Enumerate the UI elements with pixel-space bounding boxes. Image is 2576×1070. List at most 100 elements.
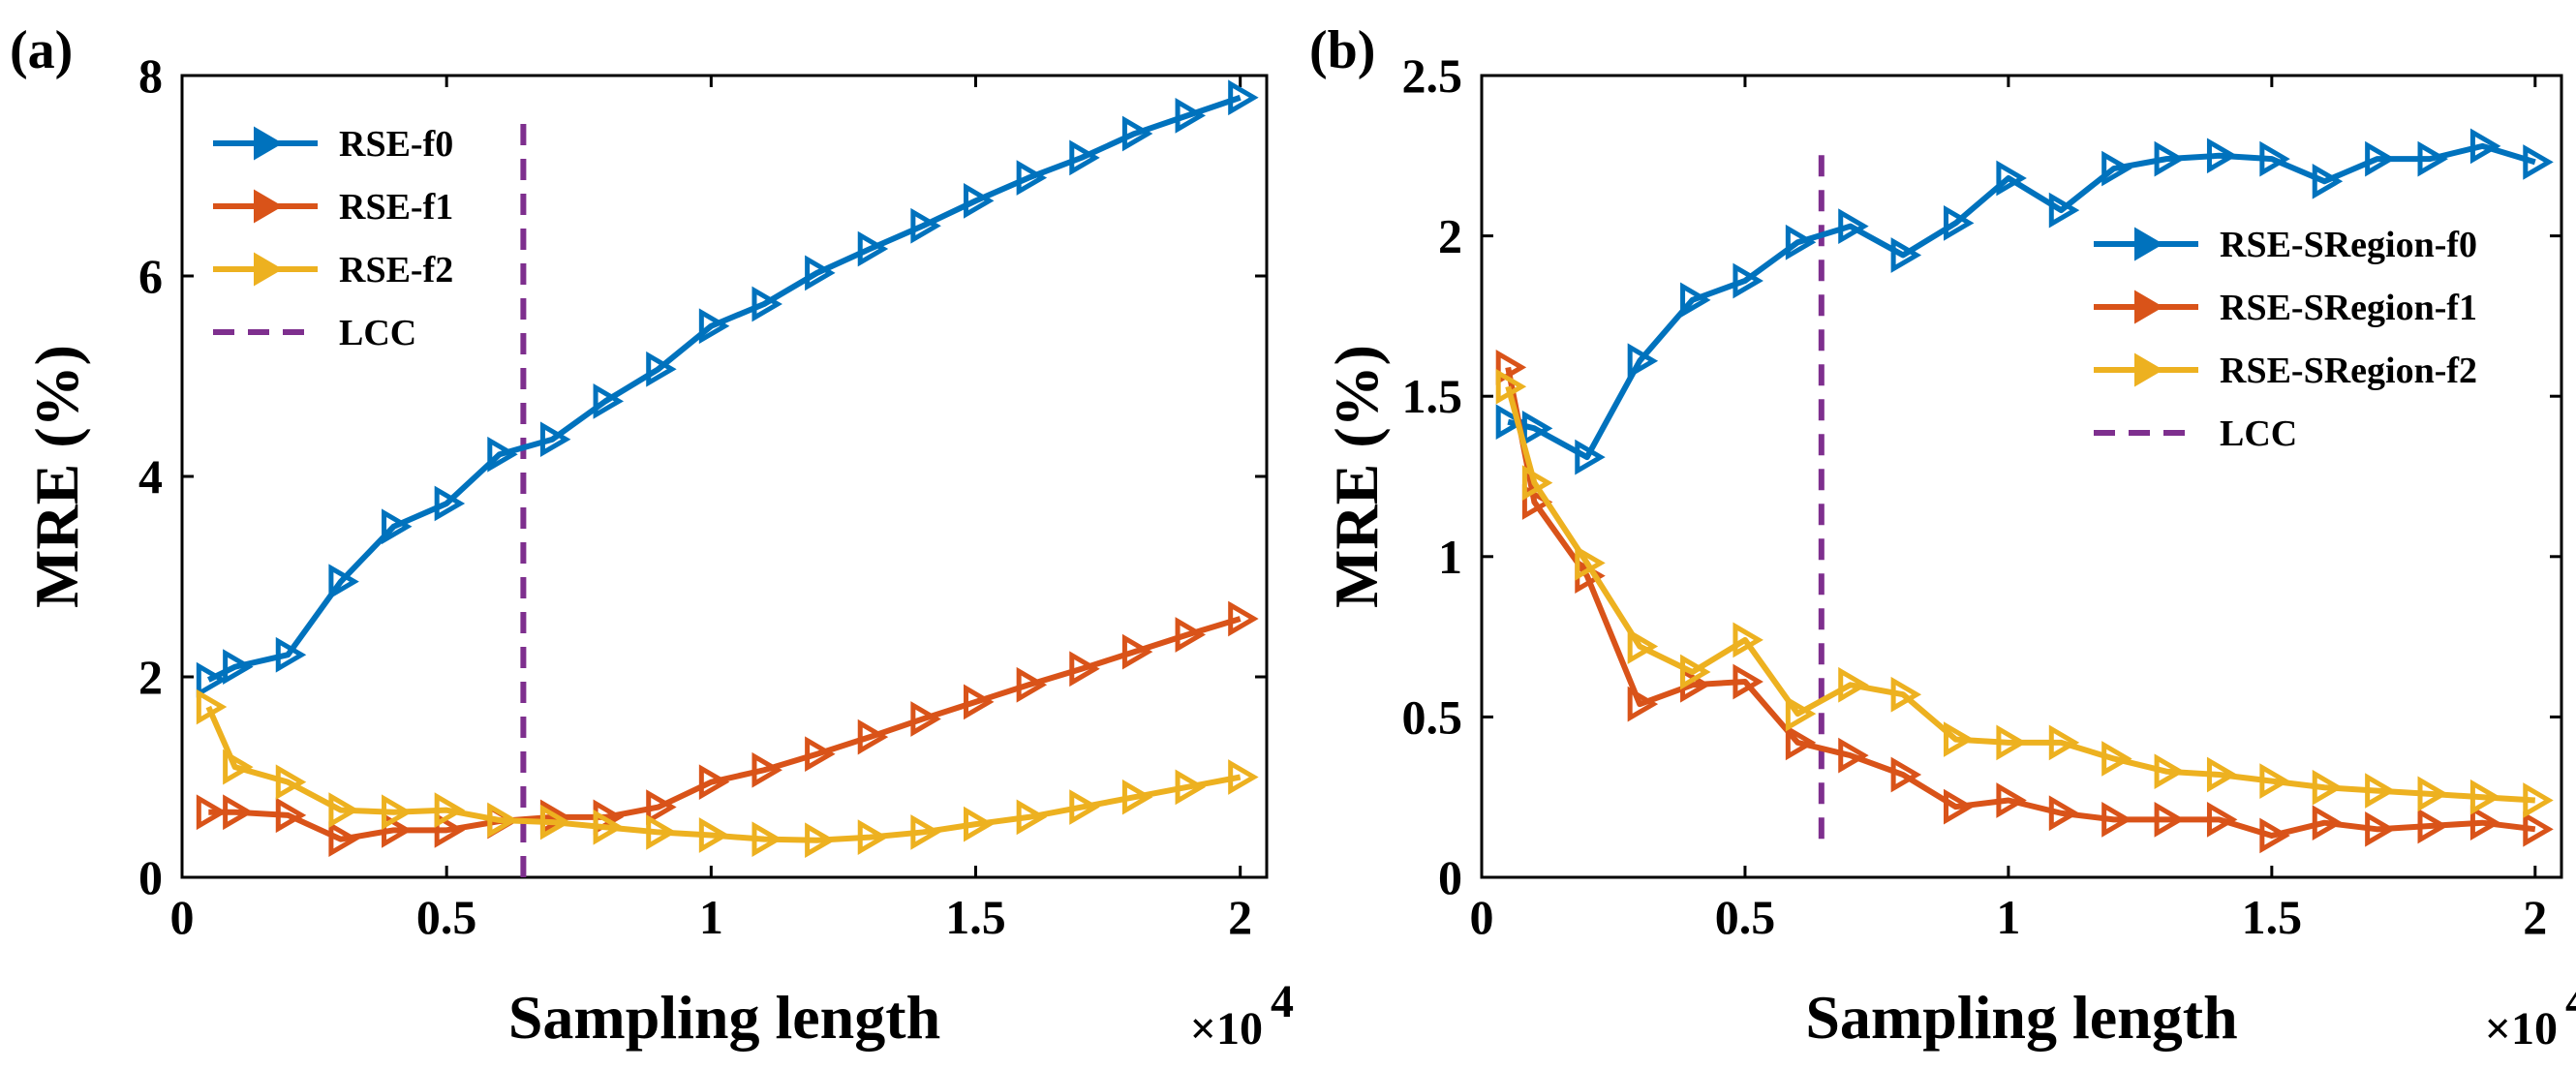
data-point-RSE-SRegion-f2 xyxy=(1575,545,1606,581)
data-point-RSE-f1 xyxy=(1175,617,1207,653)
data-point-RSE-SRegion-f0 xyxy=(2417,140,2448,177)
data-point-RSE-f2 xyxy=(751,821,782,858)
data-point-RSE-SRegion-f1 xyxy=(1495,350,1527,385)
y-tick-label-b: 2.5 xyxy=(1402,48,1463,103)
data-point-RSE-SRegion-f0 xyxy=(1838,208,1869,245)
data-point-RSE-f0 xyxy=(1175,98,1207,134)
data-point-RSE-f2 xyxy=(275,764,307,801)
data-point-RSE-f2 xyxy=(487,802,518,839)
data-point-RSE-f0 xyxy=(698,308,730,345)
legend-marker-RSE-SRegion-f2 xyxy=(2134,352,2163,387)
legend-text-RSE-SRegion-f0: RSE-SRegion-f0 xyxy=(2220,225,2477,265)
data-point-RSE-SRegion-f2 xyxy=(2206,756,2238,793)
data-point-RSE-SRegion-f2 xyxy=(1838,666,1869,703)
data-point-RSE-SRegion-f0 xyxy=(2469,128,2501,165)
data-point-RSE-SRegion-f1 xyxy=(2206,802,2238,838)
data-point-RSE-SRegion-f1 xyxy=(1890,756,1922,793)
y-axis-label-b: MRE (%) xyxy=(1322,345,1391,608)
x-axis-label-b: Sampling length xyxy=(1805,983,2237,1052)
data-point-RSE-SRegion-f2 xyxy=(2469,779,2501,815)
data-point-RSE-SRegion-f1 xyxy=(2259,817,2290,854)
data-point-RSE-f0 xyxy=(223,649,254,686)
x-tick-label-b: 0 xyxy=(1470,890,1494,944)
data-point-RSE-f0 xyxy=(593,383,625,419)
data-point-RSE-f2 xyxy=(1175,769,1207,806)
data-point-RSE-SRegion-f2 xyxy=(2101,741,2132,777)
x-axis-label-a: Sampling length xyxy=(508,983,940,1052)
data-point-RSE-SRegion-f1 xyxy=(1996,782,2027,818)
legend-text-RSE-f2: RSE-f2 xyxy=(339,250,453,290)
panel-b-label: (b) xyxy=(1309,20,1375,80)
data-point-RSE-f1 xyxy=(646,789,677,825)
legend-text-RSE-SRegion-f2: RSE-SRegion-f2 xyxy=(2220,351,2477,391)
data-point-RSE-f1 xyxy=(328,821,359,858)
x-tick-label-a: 0.5 xyxy=(416,890,477,944)
x-multiplier-b: ×10 xyxy=(2485,1003,2558,1055)
data-point-RSE-SRegion-f2 xyxy=(1890,676,1922,713)
data-point-RSE-f0 xyxy=(434,485,466,522)
data-point-RSE-SRegion-f1 xyxy=(1785,724,1817,761)
y-axis-label-a: MRE (%) xyxy=(22,345,91,608)
legend-text-LCC: LCC xyxy=(339,313,416,353)
y-tick-label-b: 0.5 xyxy=(1402,689,1463,744)
y-tick-label-a: 6 xyxy=(138,249,163,303)
data-point-RSE-f1 xyxy=(1069,651,1100,688)
data-point-RSE-f0 xyxy=(1069,139,1100,176)
data-point-RSE-SRegion-f0 xyxy=(2101,150,2132,187)
data-point-RSE-f2 xyxy=(196,688,228,725)
x-tick-label-b: 1.5 xyxy=(2242,890,2303,944)
data-point-RSE-f2 xyxy=(964,806,995,842)
legend-marker-RSE-f2 xyxy=(254,252,283,287)
panel-b: (b) 0 0.5 1 1.5 2 0 0.5 1 1.5 2 2.5 Sampling length… xyxy=(1309,20,2576,1055)
y-tick-label-b: 0 xyxy=(1438,850,1462,904)
data-point-RSE-SRegion-f1 xyxy=(2101,802,2132,838)
data-point-RSE-f2 xyxy=(328,792,359,829)
series-line-RSE-f1 xyxy=(208,616,1242,842)
data-point-RSE-f0 xyxy=(487,436,518,473)
data-point-RSE-f0 xyxy=(857,230,889,267)
series-line-RSE-f0 xyxy=(206,94,1242,683)
y-tick-label-a: 8 xyxy=(138,48,163,103)
data-point-RSE-SRegion-f1 xyxy=(2154,802,2186,838)
data-point-RSE-f2 xyxy=(1121,779,1153,815)
x-tick-label-a: 1 xyxy=(699,890,723,944)
y-tick-label-a: 0 xyxy=(138,850,163,904)
data-point-RSE-f1 xyxy=(1121,633,1153,670)
y-tick-label-b: 1.5 xyxy=(1402,369,1463,423)
data-point-RSE-SRegion-f2 xyxy=(1944,721,1975,757)
legend-text-RSE-SRegion-f1: RSE-SRegion-f1 xyxy=(2220,288,2477,328)
data-point-RSE-f1 xyxy=(805,736,836,773)
data-point-RSE-SRegion-f2 xyxy=(2365,773,2396,809)
data-point-RSE-SRegion-f1 xyxy=(2312,805,2344,841)
legend-marker-RSE-SRegion-f0 xyxy=(2134,227,2163,261)
data-point-RSE-SRegion-f2 xyxy=(1996,724,2027,761)
data-point-RSE-f0 xyxy=(196,661,228,698)
data-point-RSE-f2 xyxy=(1228,759,1259,795)
x-tick-label-a: 2 xyxy=(1228,890,1252,944)
x-multiplier-exponent-a: 4 xyxy=(1271,976,1294,1027)
data-point-RSE-SRegion-f0 xyxy=(1996,160,2027,197)
x-multiplier-exponent-b: 4 xyxy=(2565,976,2576,1027)
data-point-RSE-f2 xyxy=(1016,799,1048,836)
data-point-RSE-f2 xyxy=(539,804,571,841)
data-point-RSE-f2 xyxy=(646,814,677,850)
data-point-RSE-f2 xyxy=(434,792,466,829)
data-point-RSE-SRegion-f0 xyxy=(1890,237,1922,273)
data-point-RSE-f0 xyxy=(1228,79,1259,116)
data-point-RSE-SRegion-f2 xyxy=(2048,724,2080,761)
series-line-RSE-SRegion-f2 xyxy=(1505,385,2535,804)
data-point-RSE-f1 xyxy=(223,794,254,831)
y-tick-label-a: 2 xyxy=(138,650,163,704)
data-point-RSE-SRegion-f2 xyxy=(2417,776,2448,812)
data-point-RSE-f1 xyxy=(196,794,228,831)
data-point-RSE-f2 xyxy=(805,822,836,859)
data-point-RSE-SRegion-f2 xyxy=(1521,465,1553,501)
data-point-RSE-SRegion-f1 xyxy=(2417,808,2448,844)
data-point-RSE-f1 xyxy=(751,751,782,788)
data-point-RSE-SRegion-f2 xyxy=(2312,769,2344,806)
x-tick-label-a: 1.5 xyxy=(945,890,1006,944)
data-point-RSE-SRegion-f0 xyxy=(2206,138,2238,174)
data-point-RSE-SRegion-f0 xyxy=(1521,410,1553,446)
